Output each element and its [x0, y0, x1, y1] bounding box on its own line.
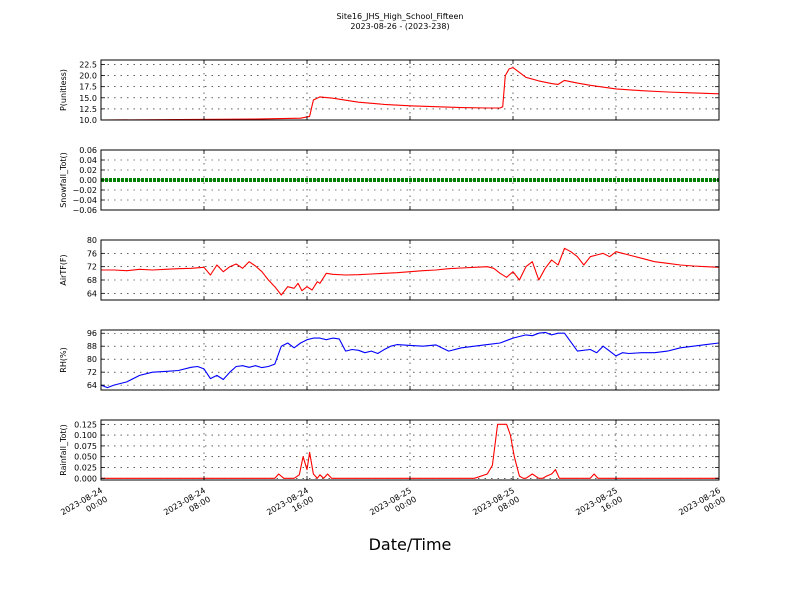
panel-snow: −0.06−0.04−0.020.000.020.040.06 Snowfall_…: [59, 146, 720, 215]
chart-subtitle: 2023-08-26 - (2023-238): [350, 22, 449, 31]
y-tick-label: 15.0: [79, 94, 97, 103]
y-tick-label: 22.5: [79, 60, 97, 69]
y-axis-label: Rainfall_Tot(): [59, 424, 68, 476]
plot-frame: [100, 419, 720, 481]
panel-pu: 10.0 12.5 15.0 17.5 20.0 22.5 P(unitless): [59, 59, 720, 125]
y-tick-label: 68: [87, 276, 97, 285]
y-axis-label: Snowfall_Tot(): [59, 152, 68, 208]
y-tick-label: 80: [87, 236, 97, 245]
y-tick-label: 0.050: [74, 453, 97, 462]
panel-airtf: 64 68 72 76 80 AirTF(F): [59, 236, 720, 301]
y-tick-label: 0.100: [74, 431, 97, 440]
plot-frame: [100, 239, 720, 301]
y-tick-label: −0.06: [72, 206, 97, 215]
series-line-rh: [100, 331, 720, 389]
series-line-airtf: [101, 247, 720, 296]
panels: 10.0 12.5 15.0 17.5 20.0 22.5 P(unitless) −0.06…: [59, 59, 720, 483]
y-axis-label: AirTF(F): [59, 254, 68, 285]
y-tick-label: 88: [87, 342, 97, 351]
x-axis-label: Date/Time: [369, 535, 452, 554]
y-tick-label: 96: [87, 329, 97, 338]
y-tick-label: 0.04: [79, 156, 97, 165]
y-tick-label: 0.06: [79, 146, 97, 155]
plot-frame: [100, 329, 720, 391]
y-tick-label: 72: [87, 368, 97, 377]
y-tick-label: 0.125: [74, 420, 97, 429]
y-tick-label: 12.5: [79, 105, 97, 114]
y-tick-label: 64: [87, 381, 97, 390]
y-tick-label: 0.00: [79, 176, 97, 185]
y-tick-label: 20.0: [79, 72, 97, 81]
y-tick-label: 0.02: [79, 166, 97, 175]
y-tick-label: 0.025: [74, 463, 97, 472]
y-tick-label: −0.02: [72, 186, 97, 195]
y-axis-label: RH(%): [59, 347, 68, 372]
y-tick-label: −0.04: [72, 196, 97, 205]
y-tick-label: 0.000: [74, 474, 97, 483]
chart-title: Site16_JHS_High_School_Fifteen: [337, 12, 464, 21]
y-axis-label: P(unitless): [59, 69, 68, 111]
series-line-pu: [100, 67, 720, 121]
y-tick-label: 10.0: [79, 116, 97, 125]
y-tick-label: 80: [87, 355, 97, 364]
y-tick-label: 17.5: [79, 83, 97, 92]
y-tick-label: 0.075: [74, 442, 97, 451]
y-tick-label: 72: [87, 263, 97, 272]
y-tick-label: 64: [87, 289, 97, 298]
panel-rh: 64 72 80 88 96 RH(%): [59, 329, 720, 391]
series-line-rain: [101, 423, 719, 479]
y-tick-label: 76: [87, 249, 97, 258]
